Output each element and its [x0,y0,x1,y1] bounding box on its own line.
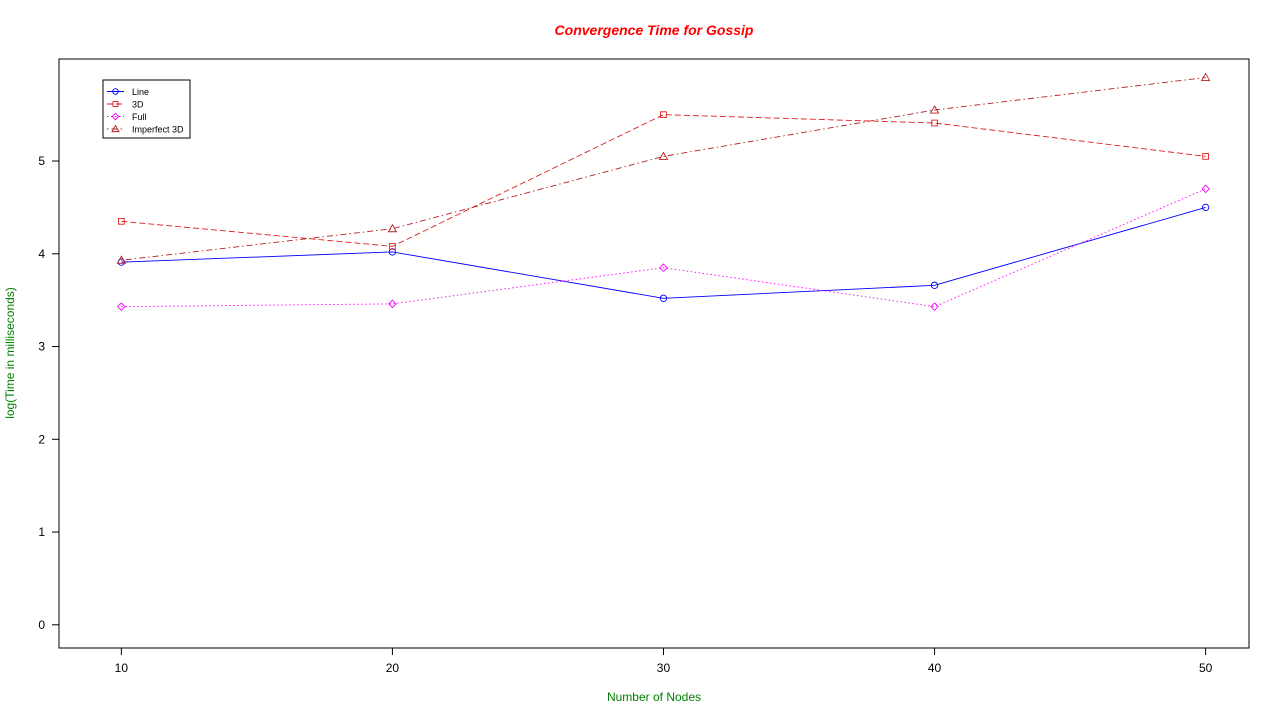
triangle-marker [658,151,669,160]
triangle-marker [1200,72,1211,82]
x-tick-label: 30 [657,661,671,675]
chart-title: Convergence Time for Gossip [555,22,754,38]
series-line [121,206,1206,299]
series-line [121,77,1206,261]
legend: Line 3D Full Imperfect 3D [102,79,191,139]
y-axis-label: log(Time in milliseconds) [3,287,17,419]
series-line [121,114,1206,247]
y-tick-label: 2 [38,432,45,446]
circle-marker [1201,203,1210,212]
legend-label: Imperfect 3D [132,125,184,135]
diamond-marker [930,302,939,311]
series-line [121,188,1206,308]
triangle-marker [116,255,127,264]
diamond-marker [659,263,668,273]
diamond-marker [1201,184,1210,194]
diamond-marker [111,112,120,121]
series-3 [117,184,1210,311]
y-tick-label: 4 [38,247,45,261]
x-tick-label: 50 [1199,661,1213,675]
triangle-marker [929,105,940,114]
legend-label: Line [132,87,149,97]
series-2 [118,111,1209,250]
square-marker [118,217,125,225]
x-axis: 10 20 30 40 50 [115,647,1213,675]
y-tick-label: 5 [38,154,45,168]
y-tick-label: 1 [38,525,45,539]
plot-frame [58,58,1250,649]
circle-marker [112,88,119,95]
y-axis: 0 1 2 3 4 5 [38,154,60,632]
x-axis-label: Number of Nodes [607,690,701,704]
triangle-marker [111,124,120,133]
y-tick-label: 3 [38,340,45,354]
triangle-marker [387,223,398,233]
square-marker [931,119,938,127]
x-tick-label: 20 [386,661,400,675]
series-1 [117,203,1210,302]
diamond-marker [388,299,397,309]
square-marker [389,243,396,250]
square-marker [112,101,119,107]
diamond-marker [117,302,126,311]
series-4 [116,72,1211,264]
square-marker [660,111,667,118]
x-tick-label: 10 [115,661,129,675]
circle-marker [388,248,397,256]
y-tick-label: 0 [38,618,45,632]
square-marker [1202,153,1209,160]
circle-marker [659,294,668,302]
x-tick-label: 40 [928,661,942,675]
series-layer [116,72,1211,311]
circle-marker [930,281,939,289]
legend-label: 3D [132,100,144,110]
legend-label: Full [132,112,147,122]
